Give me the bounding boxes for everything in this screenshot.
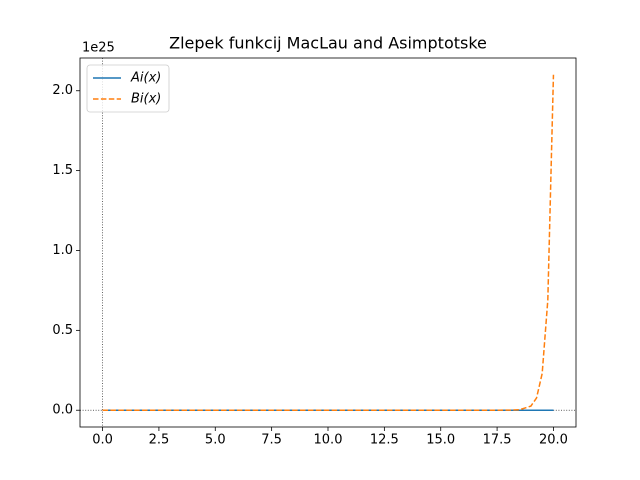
legend-box bbox=[86, 64, 170, 113]
chart-title: Zlepek funkcij MacLau and Asimptotske bbox=[169, 34, 487, 53]
y-tick-label: 0.0 bbox=[52, 403, 73, 418]
x-tick-label: 12.5 bbox=[370, 433, 399, 448]
x-tick-label: 20.0 bbox=[539, 433, 568, 448]
legend-label: Bi(x) bbox=[131, 92, 161, 107]
y-tick-label: 2.0 bbox=[52, 83, 73, 98]
x-tick-label: 15.0 bbox=[426, 433, 455, 448]
y-tick-label: 0.5 bbox=[52, 323, 73, 338]
y-tick-label: 1.0 bbox=[52, 243, 73, 258]
x-tick-label: 10.0 bbox=[314, 433, 343, 448]
y-offset-label: 1e25 bbox=[82, 41, 115, 56]
x-tick-label: 2.5 bbox=[149, 433, 170, 448]
series-line bbox=[102, 74, 555, 411]
legend-label: Ai(x) bbox=[130, 71, 161, 86]
x-tick-label: 0.0 bbox=[92, 433, 113, 448]
plot-frame bbox=[79, 57, 577, 428]
x-tick-label: 7.5 bbox=[261, 433, 282, 448]
x-tick-label: 17.5 bbox=[483, 433, 512, 448]
y-tick-label: 1.5 bbox=[52, 163, 73, 178]
x-tick-label: 5.0 bbox=[205, 433, 226, 448]
